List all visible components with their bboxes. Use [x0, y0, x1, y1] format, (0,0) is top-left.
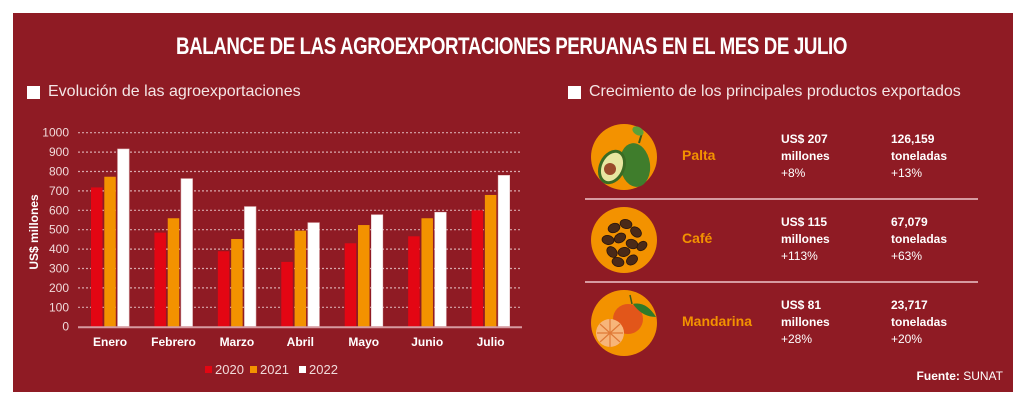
bar-marzo-2021 [231, 239, 243, 327]
bar-mayo-2020 [344, 243, 357, 327]
export-volume: 126,159 toneladas +13% [891, 131, 947, 182]
volume-growth: +13% [891, 166, 923, 180]
source-note: Fuente: SUNAT [917, 369, 1003, 383]
avocado-icon [591, 124, 657, 190]
y-tick-label: 200 [49, 281, 69, 295]
legend-label-2021: 2021 [260, 362, 289, 377]
x-tick-label: Febrero [151, 335, 196, 349]
y-axis-ticks: 0 100 200 300 400 500 600 700 800 900 1000 [42, 126, 69, 334]
value-growth: +113% [781, 249, 818, 263]
value-unit: millones [781, 149, 830, 163]
y-tick-label: 700 [49, 184, 69, 198]
bar-enero-2022 [117, 148, 130, 327]
product-row-palta: Palta US$ 207 millones +8% 126,159 tonel… [585, 117, 980, 199]
y-tick-label: 300 [49, 262, 69, 276]
product-row-cafe: Café US$ 115 millones +113% 67,079 tonel… [585, 200, 980, 282]
chart-section-heading-text: Evolución de las agroexportaciones [48, 83, 301, 100]
x-tick-label: Junio [411, 335, 443, 349]
volume-unit: toneladas [891, 232, 948, 246]
product-row-mandarina: Mandarina US$ 81 millones +28% 23,717 to… [585, 283, 980, 365]
value-amount: US$ 115 [781, 215, 828, 229]
export-value: US$ 115 millones +113% [781, 214, 830, 265]
bar-mayo-2021 [358, 225, 370, 327]
bar-marzo-2020 [217, 251, 230, 327]
volume-unit: toneladas [891, 149, 948, 163]
y-tick-label: 900 [49, 145, 69, 159]
source-label: Fuente: [916, 369, 960, 383]
bar-abril-2022 [307, 222, 320, 328]
y-axis-label: US$ millones [27, 194, 41, 270]
value-unit: millones [781, 232, 830, 246]
bar-junio-2020 [408, 236, 420, 327]
y-tick-label: 1000 [42, 126, 69, 140]
bar-febrero-2022 [180, 178, 193, 327]
volume-amount: 67,079 [891, 215, 928, 229]
infographic-panel [13, 13, 1013, 392]
value-amount: US$ 207 [781, 132, 828, 146]
chart-section-heading: Evolución de las agroexportaciones [27, 83, 301, 101]
bar-enero-2020 [91, 187, 103, 327]
y-tick-label: 0 [62, 320, 69, 334]
x-tick-label: Marzo [220, 335, 255, 349]
volume-unit: toneladas [891, 315, 948, 329]
export-value: US$ 207 millones +8% [781, 131, 830, 182]
row-divider [585, 198, 978, 200]
export-value: US$ 81 millones +28% [781, 297, 830, 348]
coffee-beans-icon [591, 207, 657, 273]
legend-swatch-2021 [250, 366, 257, 373]
y-tick-label: 400 [49, 242, 69, 256]
volume-growth: +63% [891, 249, 923, 263]
bar-abril-2021 [294, 230, 307, 327]
bar-junio-2022 [434, 211, 447, 328]
legend-swatch-2022 [299, 366, 306, 373]
legend-label-2022: 2022 [309, 362, 338, 377]
bar-abril-2020 [281, 261, 293, 327]
volume-amount: 23,717 [891, 298, 928, 312]
bar-marzo-2022 [244, 206, 257, 327]
bar-junio-2021 [421, 218, 433, 327]
product-name: Mandarina [682, 313, 753, 329]
y-tick-label: 500 [49, 223, 69, 237]
product-name: Palta [682, 147, 716, 163]
legend-label-2020: 2020 [215, 362, 244, 377]
x-tick-label: Abril [287, 335, 314, 349]
bar-julio-2020 [471, 210, 484, 327]
bars [91, 148, 510, 328]
product-name: Café [682, 230, 713, 246]
row-divider [585, 281, 978, 283]
y-tick-label: 800 [49, 165, 69, 179]
square-bullet-icon [568, 85, 581, 99]
bar-julio-2022 [497, 175, 510, 328]
value-growth: +8% [781, 166, 806, 180]
export-volume: 67,079 toneladas +63% [891, 214, 947, 265]
source-value: SUNAT [963, 369, 1003, 383]
tangerine-icon [591, 290, 657, 356]
bar-julio-2021 [484, 194, 497, 327]
bar-enero-2021 [104, 176, 116, 327]
bar-febrero-2021 [167, 218, 180, 327]
products-section-heading: Crecimiento de los principales productos… [568, 83, 961, 101]
x-tick-label: Julio [477, 335, 505, 349]
volume-amount: 126,159 [891, 132, 935, 146]
gridlines [78, 132, 522, 308]
value-growth: +28% [781, 332, 813, 346]
chart-legend: 2020 2021 2022 [205, 362, 338, 377]
square-bullet-icon [27, 85, 40, 99]
bar-febrero-2020 [154, 232, 166, 327]
volume-growth: +20% [891, 332, 923, 346]
x-tick-label: Enero [93, 335, 127, 349]
value-unit: millones [781, 315, 830, 329]
export-volume: 23,717 toneladas +20% [891, 297, 947, 348]
y-tick-label: 600 [49, 203, 69, 217]
page-title: BALANCE DE LAS AGROEXPORTACIONES PERUANA… [175, 33, 848, 60]
value-amount: US$ 81 [781, 298, 822, 312]
products-section-heading-text: Crecimiento de los principales productos… [589, 83, 961, 100]
x-tick-label: Mayo [348, 335, 379, 349]
legend-swatch-2020 [205, 366, 212, 373]
x-axis-ticks: Enero Febrero Marzo Abril Mayo Junio Julio [93, 335, 505, 349]
bar-mayo-2022 [371, 214, 384, 327]
y-tick-label: 100 [49, 300, 69, 314]
